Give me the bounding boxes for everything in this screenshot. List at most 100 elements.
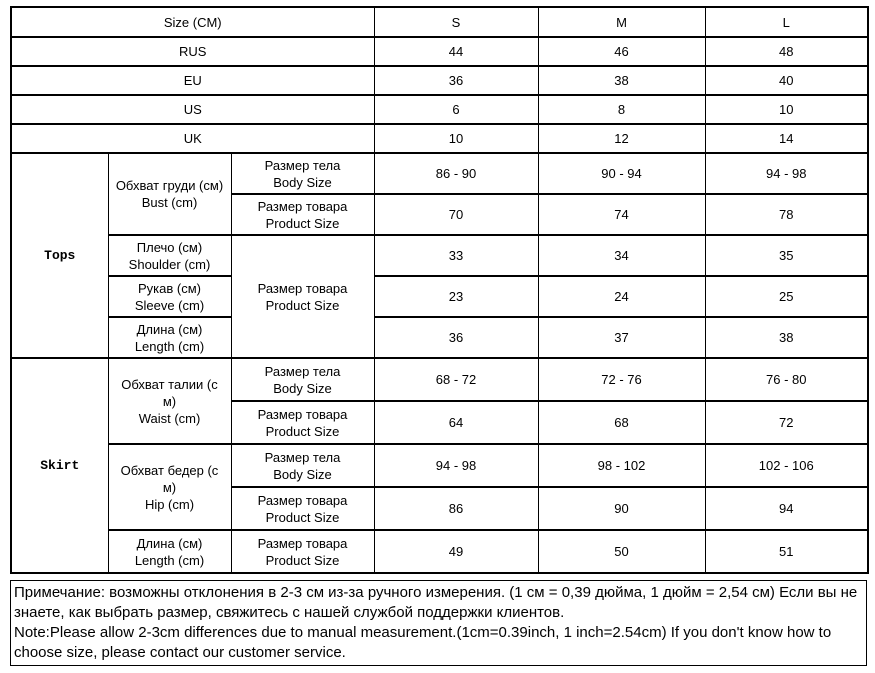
cell-uk-l: 14: [704, 123, 869, 154]
cell-tops-bust-product-s: 70: [373, 193, 539, 236]
size-type-body-ru: Размер тела: [264, 363, 341, 379]
cell-us-m: 8: [537, 94, 706, 125]
measure-label-bust-ru: Обхват груди (см): [115, 178, 224, 193]
cell-tops-shoulder-s: 33: [373, 234, 539, 277]
cell-tops-bust-body-l: 94 - 98: [704, 152, 869, 195]
size-type-body: Размер тела Body Size: [230, 357, 375, 402]
tops-bust-product-row: Размер товара Product Size 70 74 78: [11, 193, 869, 236]
conversion-row-uk: UK 10 12 14: [10, 123, 869, 154]
size-type-product-merged: Размер товара Product Size: [230, 234, 375, 359]
size-type-body: Размер тела Body Size: [230, 152, 375, 195]
size-type-body-en: Body Size: [273, 466, 332, 482]
cell-tops-bust-body-m: 90 - 94: [537, 152, 706, 195]
measure-label-tops-length-ru: Длина (см): [136, 321, 203, 337]
measure-label-sleeve-ru: Рукав (см): [138, 280, 201, 296]
size-type-product-ru: Размер товара: [257, 406, 348, 422]
cell-tops-shoulder-l: 35: [704, 234, 869, 277]
cell-skirt-waist-product-l: 72: [704, 400, 869, 445]
size-type-body-en: Body Size: [273, 174, 332, 190]
cell-tops-length-m: 37: [537, 316, 706, 359]
eu-label: EU: [10, 65, 375, 96]
cell-rus-s: 44: [373, 36, 539, 67]
measure-label-tops-length-en: Length (cm): [134, 338, 205, 354]
col-header-l: L: [704, 6, 869, 38]
note-text-english: Note:Please allow 2-3cm differences due …: [14, 624, 832, 661]
measure-label-sleeve-en: Sleeve (cm): [134, 297, 205, 313]
cell-eu-l: 40: [704, 65, 869, 96]
skirt-hip-product-row: Размер товара Product Size 86 90 94: [11, 486, 869, 531]
measure-label-tops-length: Длина (см) Length (cm): [107, 316, 232, 359]
cell-skirt-waist-product-s: 64: [373, 400, 539, 445]
measure-label-skirt-length-ru: Длина (см): [136, 535, 203, 551]
size-type-product-en: Product Size: [265, 215, 340, 231]
size-type-product-ru: Размер товара: [257, 535, 348, 551]
skirt-waist-product-row: Размер товара Product Size 64 68 72: [11, 400, 869, 445]
measurement-note-box: Примечание: возможны отклонения в 2-3 см…: [10, 580, 867, 666]
measure-label-hip-en: Hip (cm): [144, 496, 195, 512]
cell-tops-bust-product-m: 74: [537, 193, 706, 236]
size-type-product-en: Product Size: [265, 423, 340, 439]
uk-label: UK: [10, 123, 375, 154]
rus-label: RUS: [10, 36, 375, 67]
measure-label-hip-ru-1: Обхват бедер (с: [120, 462, 219, 478]
size-type-product-ru: Размер товара: [257, 280, 348, 296]
skirt-length-row: Длина (см) Length (cm) Размер товара Pro…: [11, 529, 869, 574]
measure-label-sleeve: Рукав (см) Sleeve (cm): [107, 275, 232, 318]
tops-shoulder-row: Плечо (см) Shoulder (cm) Размер товара P…: [11, 234, 869, 359]
conversion-row-eu: EU 36 38 40: [10, 65, 869, 96]
tops-length-row: Длина (см) Length (cm) 36 37 38: [11, 316, 869, 359]
cell-tops-bust-product-l: 78: [704, 193, 869, 236]
cell-tops-sleeve-l: 25: [704, 275, 869, 318]
size-type-product-en: Product Size: [265, 297, 340, 313]
size-cm-header: Size (CM): [10, 6, 375, 38]
tops-sleeve-row: Рукав (см) Sleeve (cm) 23 24 25: [11, 275, 869, 318]
cell-skirt-waist-body-m: 72 - 76: [537, 357, 706, 402]
size-type-product-en: Product Size: [265, 552, 340, 568]
cell-skirt-hip-body-s: 94 - 98: [373, 443, 539, 488]
measure-label-bust-en: Bust (cm): [141, 195, 198, 210]
cell-tops-bust-body-s: 86 - 90: [373, 152, 539, 195]
measure-label-skirt-length-en: Length (cm): [134, 552, 205, 568]
cell-tops-sleeve-m: 24: [537, 275, 706, 318]
cell-skirt-length-s: 49: [373, 529, 539, 574]
col-header-m: M: [537, 6, 706, 38]
cell-rus-l: 48: [704, 36, 869, 67]
size-type-body: Размер тела Body Size: [230, 443, 375, 488]
header-row: Size (CM) S M L: [10, 6, 869, 38]
cell-skirt-length-l: 51: [704, 529, 869, 574]
us-label: US: [10, 94, 375, 125]
measure-label-hip-ru-2: м): [162, 479, 177, 495]
measure-label-skirt-length: Длина (см) Length (cm): [107, 529, 232, 574]
measure-label-shoulder: Плечо (см) Shoulder (cm): [107, 234, 232, 277]
measure-label-waist-en: Waist (cm): [138, 410, 201, 426]
cell-uk-s: 10: [373, 123, 539, 154]
measure-label-shoulder-en: Shoulder (cm): [128, 256, 211, 272]
size-type-product-en: Product Size: [265, 509, 340, 525]
cell-us-s: 6: [373, 94, 539, 125]
cell-uk-m: 12: [537, 123, 706, 154]
size-type-body-en: Body Size: [273, 380, 332, 396]
skirt-hip-body-row: Обхват бедер (с м) Hip (cm) Размер тела …: [11, 443, 869, 531]
cell-rus-m: 46: [537, 36, 706, 67]
measure-label-waist: Обхват талии (с м) Waist (cm): [107, 357, 232, 445]
measure-label-waist-ru-1: Обхват талии (с: [121, 376, 218, 392]
conversion-row-us: US 6 8 10: [10, 94, 869, 125]
cell-tops-sleeve-s: 23: [373, 275, 539, 318]
size-type-product-ru: Размер товара: [257, 492, 348, 508]
cell-skirt-hip-product-s: 86: [373, 486, 539, 531]
measure-label-shoulder-ru: Плечо (см): [136, 239, 203, 255]
skirt-waist-body-row: Skirt Обхват талии (с м) Waist (cm) Разм…: [10, 357, 869, 574]
cell-skirt-waist-body-s: 68 - 72: [373, 357, 539, 402]
cell-tops-length-s: 36: [373, 316, 539, 359]
note-text-russian: Примечание: возможны отклонения в 2-3 см…: [14, 584, 858, 621]
cell-skirt-waist-body-l: 76 - 80: [704, 357, 869, 402]
measure-label-bust: Обхват груди (см) Bust (cm): [107, 152, 232, 236]
size-type-product: Размер товара Product Size: [230, 193, 375, 236]
cell-skirt-hip-product-l: 94: [704, 486, 869, 531]
section-label-skirt: Skirt: [10, 357, 109, 574]
cell-skirt-hip-product-m: 90: [537, 486, 706, 531]
section-label-tops: Tops: [10, 152, 109, 359]
size-type-product: Размер товара Product Size: [230, 486, 375, 531]
size-chart-table: Size (CM) S M L RUS 44 46 48 EU 36 38 40…: [10, 6, 869, 574]
